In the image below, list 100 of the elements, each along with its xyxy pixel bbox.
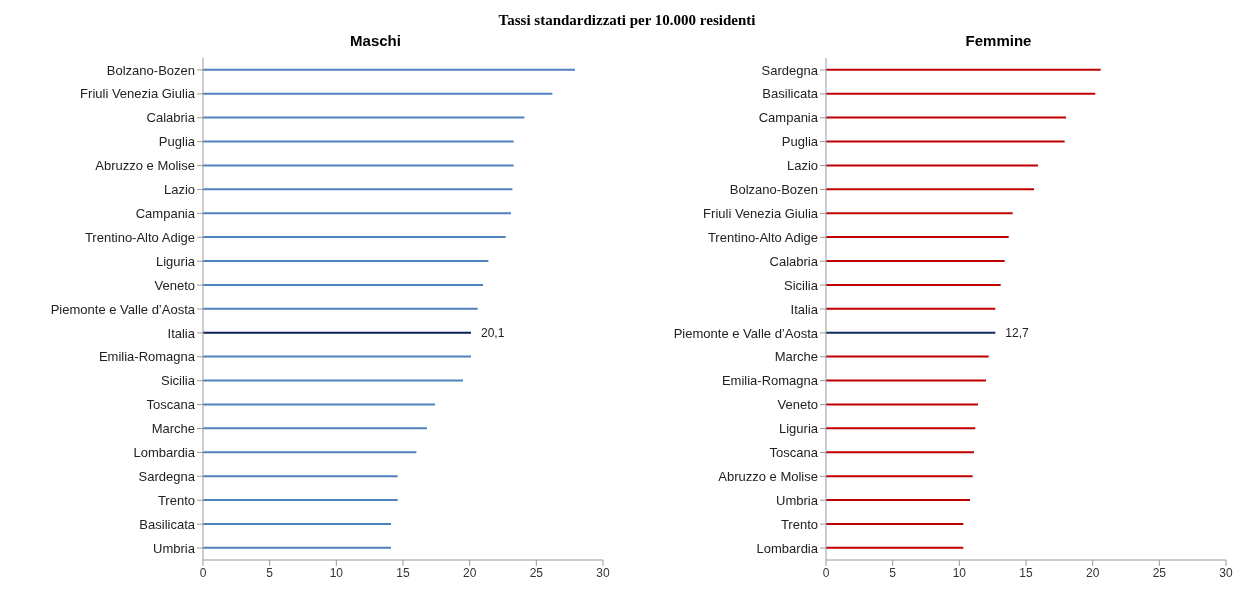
- bar: [826, 283, 1001, 286]
- bar: [826, 331, 996, 334]
- y-tick-label: Trentino-Alto Adige: [84, 229, 195, 245]
- bar: [203, 68, 575, 71]
- x-tick-label: 15: [396, 565, 410, 580]
- y-tick-label: Basilicata: [139, 516, 196, 532]
- y-tick-label: Liguria: [778, 421, 819, 437]
- y-tick-label: Abruzzo e Molise: [95, 158, 195, 174]
- bar: [203, 212, 511, 215]
- bar: [826, 427, 976, 430]
- y-tick-label: Puglia: [158, 134, 196, 150]
- chart-title: Femmine: [964, 32, 1033, 51]
- bar: [203, 307, 478, 310]
- y-tick-label: Marche: [774, 349, 818, 365]
- chart-title: Maschi: [349, 32, 402, 51]
- bar: [203, 379, 463, 382]
- y-tick-label: Puglia: [781, 134, 819, 150]
- y-tick-label: Liguria: [155, 253, 196, 269]
- y-tick-label: Campania: [135, 206, 196, 221]
- bar: [826, 355, 989, 358]
- bar: [203, 522, 391, 525]
- y-tick-label: Italia: [790, 301, 819, 317]
- y-tick-label: Veneto: [154, 277, 195, 293]
- data-label: 20,1: [481, 325, 505, 340]
- bar: [203, 403, 435, 406]
- bar: [203, 451, 417, 454]
- bar: [826, 403, 978, 406]
- y-tick-label: Emilia-Romagna: [98, 349, 196, 365]
- x-tick-label: 30: [1219, 565, 1233, 580]
- y-tick-label: Trentino-Alto Adige: [707, 229, 818, 245]
- y-tick-label: Campania: [758, 110, 819, 126]
- bar: [203, 140, 514, 143]
- bar: [203, 427, 427, 430]
- bar: [203, 475, 398, 478]
- x-tick-label: 5: [266, 565, 274, 580]
- y-tick-label: Friuli Venezia Giulia: [80, 86, 196, 102]
- bar: [203, 236, 506, 239]
- y-tick-label: Marche: [151, 421, 195, 437]
- bar: [826, 475, 973, 478]
- bar: [826, 140, 1065, 143]
- x-tick-label: 0: [199, 565, 207, 580]
- bar: [203, 92, 553, 95]
- bar: [826, 212, 1013, 215]
- y-tick-label: Bolzano-Bozen: [729, 182, 818, 198]
- y-tick-label: Lombardia: [756, 540, 819, 556]
- x-tick-label: 10: [329, 565, 344, 580]
- chart-subtitle: Tassi standardizzati per 10.000 residenti: [497, 12, 757, 29]
- y-tick-label: Sardegna: [138, 468, 196, 484]
- bar: [203, 283, 483, 286]
- bar: [826, 116, 1066, 119]
- bar: [203, 355, 471, 358]
- y-tick-label: Piemonte e Valle d’Aosta: [673, 325, 819, 341]
- x-tick-label: 0: [822, 565, 830, 580]
- bar: [826, 92, 1096, 95]
- bar: [826, 188, 1034, 191]
- y-tick-label: Emilia-Romagna: [721, 373, 819, 389]
- bar: [826, 522, 964, 525]
- y-tick-label: Toscana: [146, 397, 196, 413]
- data-label: 12,7: [1005, 325, 1030, 340]
- y-tick-label: Sicilia: [784, 277, 819, 293]
- y-tick-label: Lazio: [163, 182, 195, 198]
- x-tick-label: 25: [529, 565, 544, 580]
- y-tick-label: Basilicata: [762, 86, 819, 102]
- y-tick-label: Veneto: [777, 397, 818, 413]
- bar: [826, 236, 1009, 239]
- y-tick-label: Lombardia: [133, 445, 196, 461]
- y-tick-label: Trento: [780, 516, 818, 532]
- y-tick-label: Calabria: [146, 110, 196, 126]
- bar: [826, 68, 1101, 71]
- y-tick-label: Abruzzo e Molise: [718, 468, 818, 484]
- y-tick-label: Sicilia: [161, 373, 196, 389]
- bar: [826, 379, 986, 382]
- y-tick-label: Piemonte e Valle d’Aosta: [50, 301, 196, 317]
- x-tick-label: 30: [596, 565, 610, 580]
- x-tick-label: 20: [1085, 565, 1100, 580]
- y-tick-label: Umbria: [776, 492, 819, 508]
- y-tick-label: Calabria: [769, 253, 819, 269]
- y-tick-label: Friuli Venezia Giulia: [703, 206, 819, 221]
- bar: [203, 164, 514, 167]
- bar: [203, 546, 391, 549]
- y-tick-label: Trento: [157, 492, 195, 508]
- x-tick-label: 25: [1152, 565, 1167, 580]
- bar: [826, 307, 996, 310]
- bar: [203, 188, 513, 191]
- bar: [203, 331, 471, 334]
- y-tick-label: Toscana: [769, 445, 819, 461]
- bar: [826, 260, 1005, 262]
- bar: [203, 499, 398, 502]
- y-tick-label: Umbria: [153, 540, 196, 556]
- y-tick-label: Italia: [167, 325, 196, 341]
- x-tick-label: 20: [462, 565, 477, 580]
- bar: [203, 260, 489, 262]
- bar: [826, 546, 964, 549]
- x-tick-label: 15: [1019, 565, 1033, 580]
- y-tick-label: Sardegna: [761, 62, 819, 78]
- bar: [826, 451, 974, 454]
- x-tick-label: 10: [952, 565, 967, 580]
- bar: [826, 164, 1038, 167]
- y-tick-label: Lazio: [786, 158, 818, 174]
- x-tick-label: 5: [889, 565, 897, 580]
